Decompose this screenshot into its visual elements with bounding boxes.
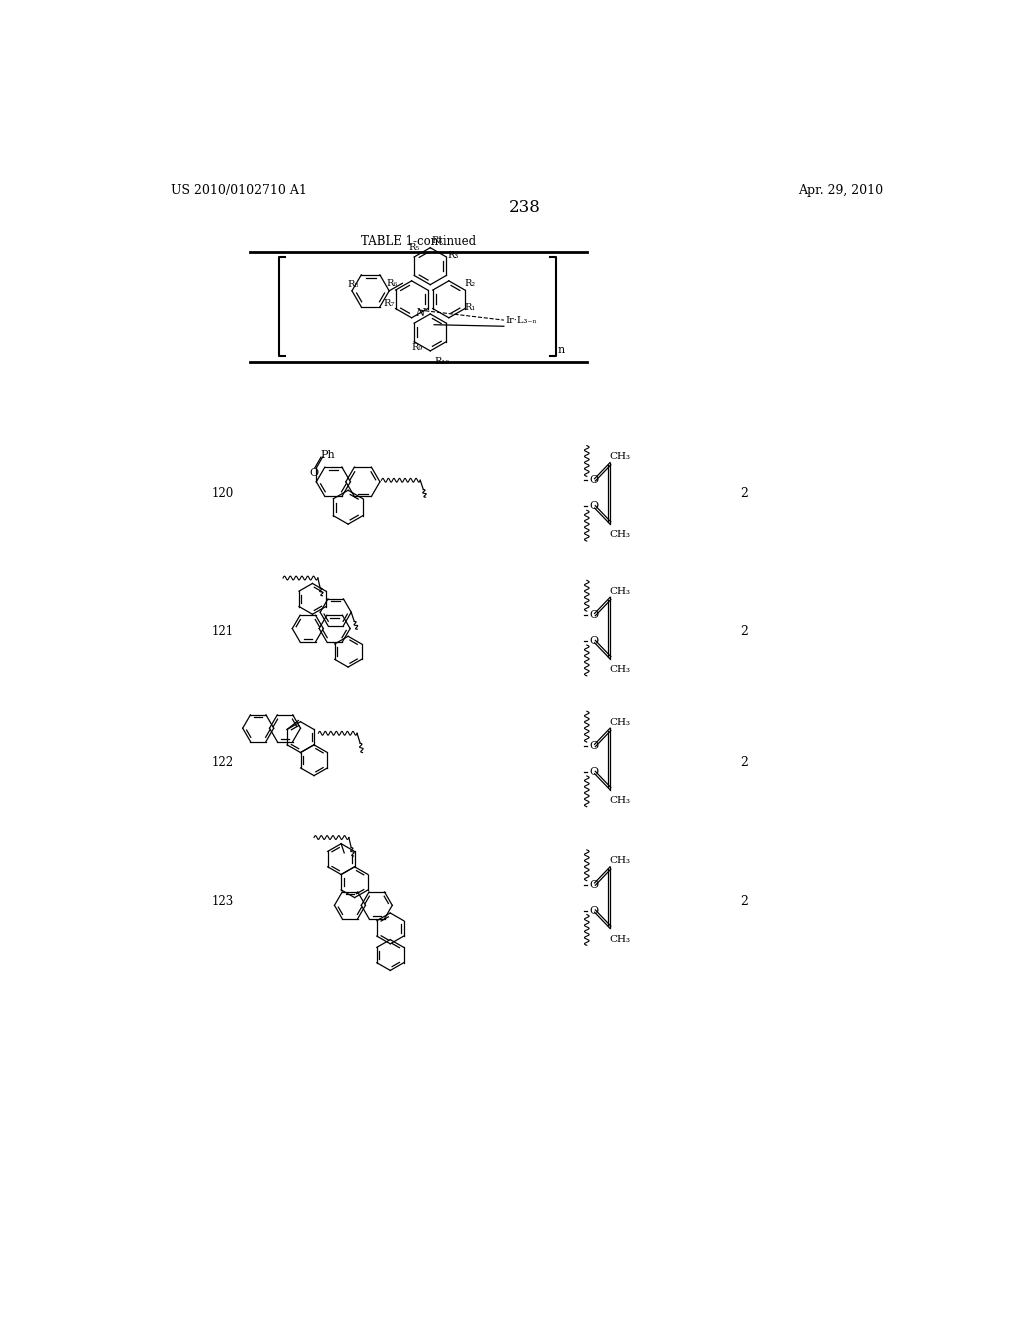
Text: Apr. 29, 2010: Apr. 29, 2010 [799,183,884,197]
Text: R₆: R₆ [387,280,398,288]
Text: R₅: R₅ [409,243,420,252]
Text: 2: 2 [740,487,749,500]
Text: N: N [416,308,425,318]
Text: CH₃: CH₃ [609,935,631,944]
Text: 2: 2 [740,626,749,639]
Text: R₄: R₄ [432,236,443,246]
Text: Ir·L₃₋ₙ: Ir·L₃₋ₙ [506,315,538,325]
Text: R₉: R₉ [412,343,423,352]
Text: CH₃: CH₃ [609,796,631,805]
Text: TABLE 1-continued: TABLE 1-continued [361,235,476,248]
Text: R₁₀: R₁₀ [434,358,450,366]
Text: 121: 121 [212,626,233,639]
Text: 120: 120 [212,487,233,500]
Text: CH₃: CH₃ [609,665,631,675]
Text: O: O [589,767,598,777]
Text: Ph: Ph [321,450,335,459]
Text: CH₃: CH₃ [609,857,631,866]
Text: O: O [589,502,598,511]
Text: R₇: R₇ [384,298,395,308]
Text: 2: 2 [740,895,749,908]
Text: 238: 238 [509,199,541,216]
Text: O: O [589,610,598,620]
Text: CH₃: CH₃ [609,451,631,461]
Text: R₃: R₃ [447,251,459,260]
Text: 2: 2 [740,756,749,770]
Text: CH₃: CH₃ [609,718,631,726]
Text: O: O [589,475,598,486]
Text: O: O [589,741,598,751]
Text: O: O [309,467,318,478]
Text: n: n [557,345,564,355]
Text: O: O [589,879,598,890]
Text: O: O [589,906,598,916]
Text: CH₃: CH₃ [609,587,631,595]
Text: R₂: R₂ [464,280,475,288]
Text: O: O [589,636,598,647]
Text: CH₃: CH₃ [609,531,631,540]
Text: 122: 122 [212,756,233,770]
Text: R₈: R₈ [347,280,358,289]
Text: US 2010/0102710 A1: US 2010/0102710 A1 [171,183,306,197]
Text: R₁: R₁ [464,302,475,312]
Text: 123: 123 [212,895,233,908]
